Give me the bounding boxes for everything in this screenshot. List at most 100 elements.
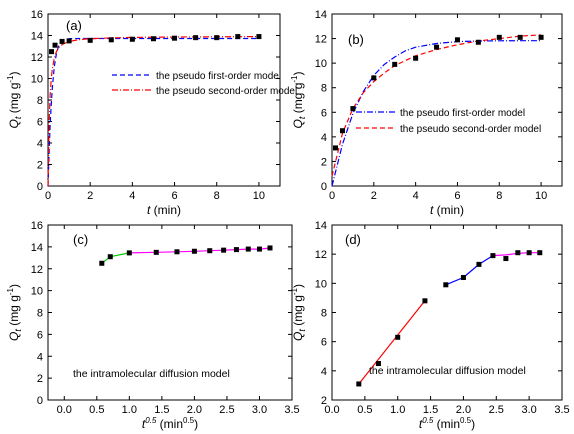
legend-entry: the pseudo first-order model	[156, 71, 281, 82]
y-tick-label: 2	[37, 160, 43, 172]
chart-panel-1: 0 2 4 6 8 10 0 2 4 6 8 10 12 14 16 t (min) Qt (mg g-1) th…	[6, 9, 297, 217]
data-point	[526, 250, 532, 256]
data-point	[356, 381, 362, 387]
legend-entry: the pseudo second-order model	[156, 86, 297, 97]
x-tick-label: 2	[87, 190, 93, 202]
x-axis-label: t (min)	[430, 203, 464, 217]
x-tick-label: 1.5	[423, 404, 438, 416]
data-point	[371, 75, 377, 81]
x-tick-label: 1.0	[390, 404, 405, 416]
y-tick-label: 6	[321, 107, 327, 119]
y-tick-label: 2	[321, 395, 327, 407]
x-tick-label: 0.0	[57, 404, 72, 416]
data-point	[434, 44, 440, 50]
x-axis-label: t (min)	[147, 203, 181, 217]
data-point	[475, 39, 481, 45]
data-point	[490, 253, 496, 259]
chart-panel-2: 0 2 4 6 8 10 0 2 4 6 8 10 12 14 t (min) Qt (mg g-1) the …	[290, 9, 563, 217]
x-tick-label: 2.5	[489, 404, 504, 416]
data-point	[221, 247, 227, 253]
series-line-1	[331, 40, 542, 187]
y-tick-label: 14	[315, 220, 327, 232]
plot-frame	[331, 13, 563, 187]
data-point	[267, 245, 273, 251]
series-line-2	[129, 247, 271, 254]
data-point	[107, 254, 113, 260]
data-point	[496, 34, 502, 40]
y-tick-label: 14	[31, 31, 43, 43]
x-tick-label: 8	[214, 190, 220, 202]
x-tick-label: 10	[253, 190, 265, 202]
data-point	[87, 37, 93, 43]
data-point	[66, 38, 72, 44]
data-point	[413, 55, 419, 61]
data-point	[49, 49, 55, 55]
x-axis-label: t0.5 (min0.5)	[142, 416, 198, 431]
y-tick-label: 4	[321, 366, 327, 378]
data-point	[172, 35, 178, 41]
series-line-1	[47, 37, 259, 187]
data-point	[150, 36, 156, 42]
x-tick-label: 0.0	[324, 404, 339, 416]
data-point	[443, 282, 449, 288]
x-tick-label: 1.5	[154, 404, 169, 416]
x-axis-label: t0.5 (min0.5)	[419, 416, 475, 431]
y-tick-label: 8	[321, 308, 327, 320]
x-tick-label: 0.5	[357, 404, 372, 416]
data-point	[193, 35, 199, 41]
y-tick-label: 14	[31, 242, 43, 254]
x-tick-label: 6	[171, 190, 177, 202]
y-tick-label: 16	[31, 220, 43, 232]
data-point	[395, 334, 401, 340]
y-tick-label: 4	[321, 132, 327, 144]
data-point	[245, 246, 251, 252]
data-point	[460, 275, 466, 280]
y-tick-label: 14	[315, 9, 327, 21]
data-point	[454, 37, 460, 43]
data-point	[517, 34, 523, 40]
annotation-text: the intramolecular diffusion model	[73, 368, 230, 380]
data-point	[422, 298, 428, 304]
data-point	[99, 260, 105, 266]
y-tick-label: 10	[315, 58, 327, 70]
series-line-2	[445, 255, 494, 286]
y-axis-label: Qt (mg g-1)	[6, 72, 23, 129]
data-point	[392, 61, 398, 67]
x-tick-label: 3.5	[554, 404, 569, 416]
x-tick-label: 3.0	[252, 404, 267, 416]
y-tick-label: 6	[321, 337, 327, 349]
panel-label: (d)	[345, 232, 361, 247]
data-point	[476, 261, 482, 267]
x-tick-label: 6	[454, 190, 460, 202]
y-tick-label: 4	[37, 351, 43, 363]
x-tick-label: 2.0	[456, 404, 471, 416]
y-tick-label: 2	[321, 156, 327, 168]
x-tick-label: 0	[329, 190, 335, 202]
y-tick-label: 4	[37, 138, 43, 150]
data-point	[214, 35, 220, 41]
data-point	[59, 38, 65, 44]
y-tick-label: 12	[315, 34, 327, 46]
data-point	[515, 250, 521, 256]
data-point	[235, 34, 241, 40]
x-tick-label: 4	[413, 190, 419, 202]
y-tick-label: 10	[315, 278, 327, 290]
y-tick-label: 0	[37, 395, 43, 407]
y-axis-label: Qt (mg g-1)	[290, 284, 307, 341]
x-tick-label: 0	[45, 190, 51, 202]
data-point	[256, 34, 262, 40]
data-point	[256, 246, 262, 252]
y-tick-label: 10	[31, 74, 43, 86]
y-tick-label: 2	[37, 373, 43, 385]
series-line-1	[358, 300, 426, 385]
chart-panel-3: 0.0 0.5 1.0 1.5 2.0 2.5 3.0 3.5 0 2 4 6 8 10 12 14 16 t0.…	[6, 220, 300, 431]
data-point	[233, 247, 239, 253]
x-tick-label: 3.5	[284, 404, 299, 416]
data-point	[153, 249, 159, 255]
data-point	[537, 250, 543, 256]
data-point	[52, 42, 58, 48]
data-point	[350, 106, 356, 112]
y-tick-label: 10	[31, 286, 43, 298]
y-tick-label: 6	[37, 117, 43, 129]
panel-label: (c)	[73, 232, 88, 247]
